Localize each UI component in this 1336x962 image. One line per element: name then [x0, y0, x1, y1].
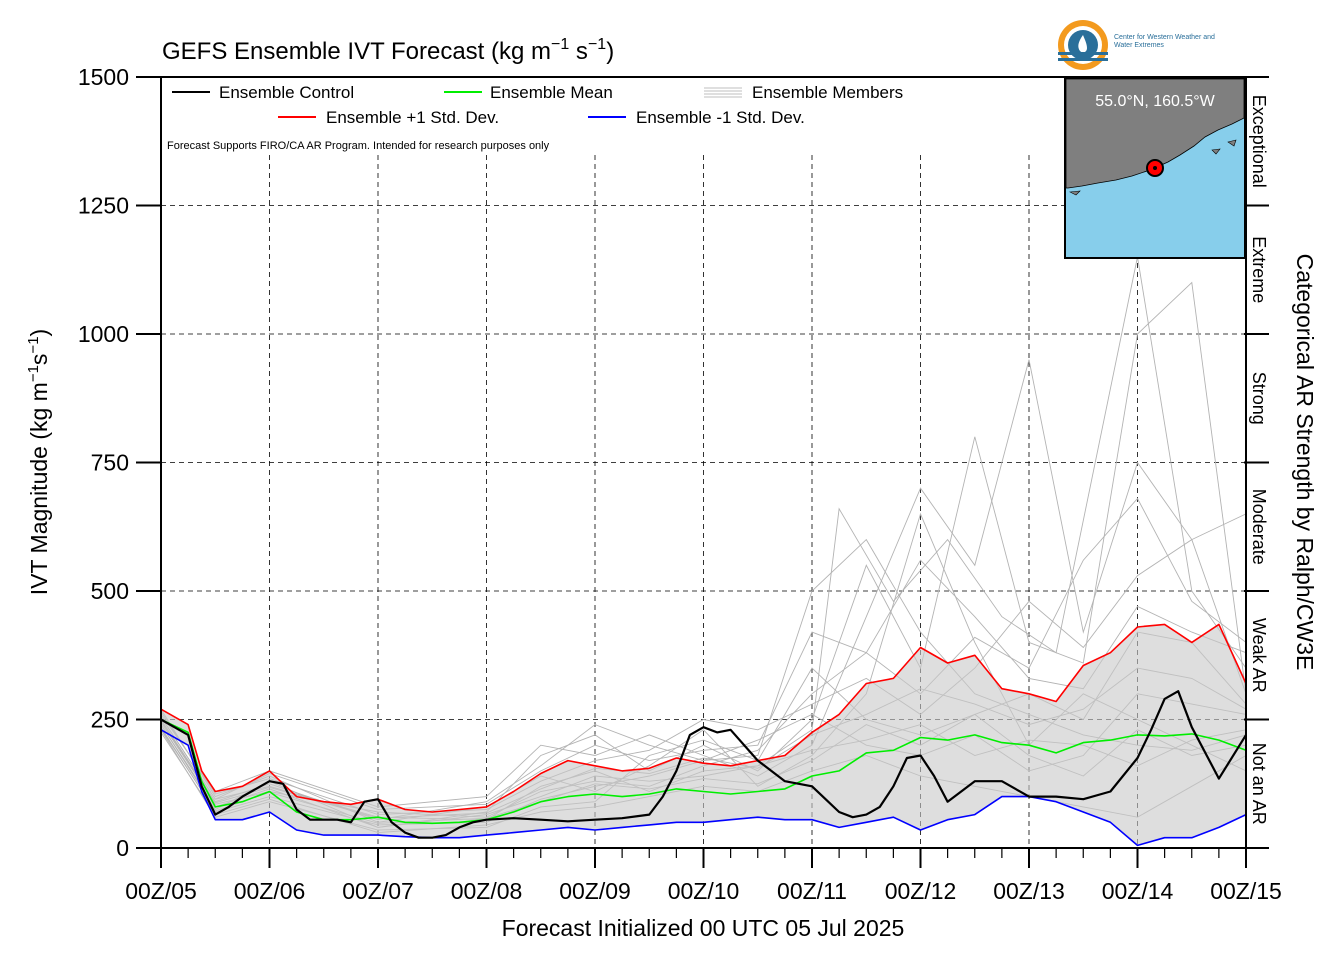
- control-line: [160, 690, 1247, 839]
- y-tick-label: 750: [91, 450, 129, 476]
- y-axis-label: IVT Magnitude (kg m−1s−1): [25, 329, 52, 595]
- x-tick-label: 00Z/10: [668, 878, 740, 904]
- y-tick-label: 500: [91, 578, 129, 604]
- legend-swatch-members: [704, 87, 742, 98]
- x-tick-label: 00Z/07: [342, 878, 414, 904]
- ar-category-label: Weak AR: [1249, 618, 1269, 693]
- y-tick-label: 250: [91, 707, 129, 733]
- x-tick-label: 00Z/11: [777, 878, 847, 904]
- std-dev-shading: [161, 624, 1246, 846]
- chart-title: GEFS Ensemble IVT Forecast (kg m−1 s−1): [162, 36, 614, 65]
- alaska-landmass: [1065, 78, 1245, 189]
- ar-category-label: Extreme: [1249, 236, 1269, 303]
- std-dev-band: [161, 624, 1246, 846]
- x-tick-label: 00Z/05: [125, 878, 197, 904]
- mean-line: [160, 718, 1247, 825]
- y-tick-label: 0: [116, 835, 129, 861]
- legend-label-minus-std: Ensemble -1 Std. Dev.: [636, 108, 805, 127]
- x-tick-label: 00Z/08: [451, 878, 523, 904]
- legend: Ensemble Control Ensemble Mean Ensemble …: [167, 83, 903, 152]
- cw3e-logo: [1058, 20, 1108, 70]
- y-tick-label: 1250: [78, 193, 129, 219]
- minus-std-line: [160, 729, 1247, 847]
- inset-map: 55.0°N, 160.5°W: [1064, 77, 1246, 259]
- x-ticks: 00Z/05 00Z/06 00Z/07 00Z/08 00Z/09 00Z/10 00Z/…: [125, 848, 1282, 904]
- y-tick-label: 1500: [78, 64, 129, 90]
- x-tick-label: 00Z/09: [559, 878, 631, 904]
- ar-category-labels: Not an AR Weak AR Moderate Strong Extreme Exc…: [1249, 95, 1269, 825]
- x-tick-label: 00Z/12: [885, 878, 957, 904]
- legend-label-control: Ensemble Control: [219, 83, 354, 102]
- ar-category-label: Exceptional: [1249, 95, 1269, 188]
- y-ticks: 0 250 500 750 1000 1250 1500: [78, 64, 1269, 861]
- x-axis-label: Forecast Initialized 00 UTC 05 Jul 2025: [502, 915, 905, 941]
- x-tick-label: 00Z/14: [1102, 878, 1174, 904]
- location-label: 55.0°N, 160.5°W: [1095, 93, 1215, 110]
- research-note: Forecast Supports FIRO/CA AR Program. In…: [167, 140, 550, 152]
- x-tick-label: 00Z/15: [1210, 878, 1282, 904]
- summary-lines: [160, 623, 1247, 847]
- ar-category-label: Moderate: [1249, 489, 1269, 565]
- x-tick-label: 00Z/06: [234, 878, 306, 904]
- plus-std-line: [160, 623, 1247, 813]
- legend-label-plus-std: Ensemble +1 Std. Dev.: [326, 108, 499, 127]
- ar-category-label: Strong: [1249, 372, 1269, 425]
- legend-label-mean: Ensemble Mean: [490, 83, 613, 102]
- logo-caption: Center for Western Weather and Water Ext…: [1114, 34, 1215, 49]
- x-tick-label: 00Z/13: [993, 878, 1065, 904]
- y-tick-label: 1000: [78, 321, 129, 347]
- ar-category-label: Not an AR: [1249, 743, 1269, 825]
- legend-label-members: Ensemble Members: [752, 83, 903, 102]
- right-axis-label: Categorical AR Strength by Ralph/CW3E: [1292, 254, 1318, 671]
